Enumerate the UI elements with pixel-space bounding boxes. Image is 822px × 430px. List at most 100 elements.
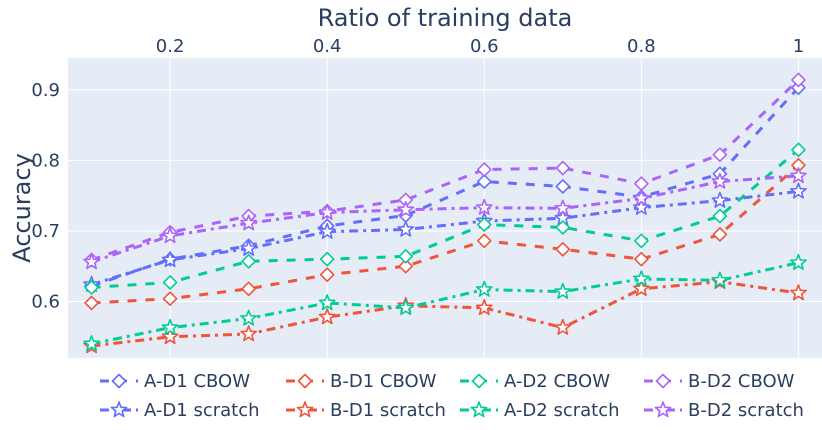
data-point-a-d2-scratch xyxy=(161,318,179,335)
data-point-b-d2-scratch xyxy=(318,203,336,220)
y-tick-label: 0.8 xyxy=(31,150,60,171)
data-point-a-d2-cbow xyxy=(791,142,806,158)
data-point-b-d1-cbow xyxy=(84,295,99,311)
data-point-b-d2-scratch xyxy=(240,214,258,231)
legend-label: B-D1 scratch xyxy=(330,400,446,421)
data-point-b-d1-scratch xyxy=(161,328,179,345)
legend-item-a-d2-cbow: A-D2 CBOW xyxy=(460,371,610,392)
series-line-b-d1-cbow xyxy=(91,164,800,305)
legend-marker xyxy=(654,401,672,418)
data-point-b-d1-cbow xyxy=(162,291,178,307)
data-point-a-d2-cbow xyxy=(241,253,256,269)
legend-label: B-D1 CBOW xyxy=(330,371,437,392)
data-point-a-d1-scratch xyxy=(240,239,258,256)
series-a-d2-scratch xyxy=(83,253,807,352)
data-point-a-d2-cbow xyxy=(555,220,571,235)
data-point-b-d1-cbow xyxy=(319,267,335,283)
data-point-b-d1-scratch xyxy=(632,280,650,297)
legend-label: A-D2 CBOW xyxy=(504,371,610,392)
series-a-d2-cbow xyxy=(84,142,806,295)
data-point-a-d1-scratch xyxy=(711,191,729,208)
series-b-d2-scratch xyxy=(83,167,807,270)
data-point-a-d1-cbow xyxy=(476,174,492,189)
data-point-a-d2-cbow xyxy=(476,217,492,232)
series-layer xyxy=(83,72,807,354)
data-point-b-d1-cbow xyxy=(398,258,414,274)
data-point-b-d2-cbow xyxy=(791,72,806,88)
data-point-b-d2-scratch xyxy=(790,167,807,184)
data-point-b-d1-scratch xyxy=(790,284,807,301)
series-line-b-d2-cbow xyxy=(91,78,800,262)
legend-label: B-D2 CBOW xyxy=(688,371,795,392)
legend-marker xyxy=(297,373,313,389)
data-point-a-d2-scratch xyxy=(475,280,493,297)
y-tick-label: 0.7 xyxy=(31,221,60,242)
x-axis-title: Ratio of training data xyxy=(318,4,573,32)
legend-label: A-D1 scratch xyxy=(144,400,260,421)
legend-marker xyxy=(470,401,488,418)
data-point-b-d1-scratch xyxy=(475,299,493,316)
data-point-a-d2-scratch xyxy=(240,309,258,326)
legend-marker xyxy=(655,373,671,389)
series-b-d1-cbow xyxy=(84,157,806,311)
data-point-a-d2-cbow xyxy=(319,251,335,267)
data-point-a-d2-scratch xyxy=(790,253,807,270)
series-line-b-d2-scratch xyxy=(91,174,799,264)
data-point-a-d2-cbow xyxy=(162,275,178,290)
data-point-b-d1-cbow xyxy=(712,227,728,242)
data-point-a-d2-scratch xyxy=(711,271,729,288)
y-axis-title: Accuracy xyxy=(8,153,36,263)
legend-item-a-d1-cbow: A-D1 CBOW xyxy=(100,371,250,392)
data-point-b-d1-scratch xyxy=(240,325,258,342)
data-point-b-d2-scratch xyxy=(554,199,572,216)
tick-labels: 0.2 0.4 0.6 0.8 1 0.6 0.7 0.8 0.9 xyxy=(31,36,804,313)
legend-label: A-D1 CBOW xyxy=(144,371,250,392)
data-point-a-d2-cbow xyxy=(84,280,99,295)
data-point-b-d2-scratch xyxy=(161,227,179,244)
data-point-b-d1-scratch xyxy=(318,308,336,325)
data-point-a-d1-cbow xyxy=(791,80,806,95)
data-point-a-d2-scratch xyxy=(554,282,572,299)
data-point-a-d2-scratch xyxy=(397,299,415,316)
data-point-a-d2-scratch xyxy=(318,294,336,311)
data-point-a-d1-scratch xyxy=(318,222,336,239)
legend-item-b-d1-cbow: B-D1 CBOW xyxy=(286,371,437,392)
legend-item-b-d1-scratch: B-D1 scratch xyxy=(286,400,446,421)
data-point-b-d1-cbow xyxy=(241,281,256,297)
data-point-a-d1-scratch xyxy=(632,198,650,215)
data-point-a-d1-scratch xyxy=(161,251,179,268)
data-point-b-d2-cbow xyxy=(476,162,492,177)
data-point-a-d1-scratch xyxy=(790,182,807,199)
data-point-b-d2-scratch xyxy=(632,189,650,206)
legend-marker xyxy=(111,373,127,389)
x-tick-label: 1 xyxy=(793,36,804,57)
legend-item-a-d1-scratch: A-D1 scratch xyxy=(100,400,260,421)
data-point-b-d1-cbow xyxy=(555,241,571,257)
series-line-a-d2-cbow xyxy=(91,148,800,289)
legend-marker xyxy=(471,373,487,389)
legend: A-D1 CBOW A-D1 scratch B-D1 CBOW B-D1 scrat… xyxy=(100,371,804,421)
x-tick-label: 0.4 xyxy=(313,36,342,57)
data-point-b-d2-scratch xyxy=(475,198,493,215)
data-point-a-d1-cbow xyxy=(555,179,571,194)
x-tick-label: 0.6 xyxy=(470,36,499,57)
data-point-a-d2-scratch xyxy=(632,270,650,287)
x-tick-label: 0.2 xyxy=(156,36,185,57)
series-line-b-d1-scratch xyxy=(91,280,799,348)
data-point-b-d1-cbow xyxy=(634,251,649,267)
series-b-d1-scratch xyxy=(83,272,807,354)
data-point-b-d2-scratch xyxy=(397,200,415,218)
data-point-a-d2-cbow xyxy=(634,233,649,249)
data-point-b-d1-cbow xyxy=(476,233,492,249)
legend-item-b-d2-scratch: B-D2 scratch xyxy=(644,400,804,421)
series-line-a-d1-scratch xyxy=(91,189,799,287)
y-tick-label: 0.9 xyxy=(31,80,60,101)
legend-label: B-D2 scratch xyxy=(688,400,804,421)
data-point-b-d1-scratch xyxy=(554,318,572,335)
data-point-a-d2-cbow xyxy=(712,208,728,224)
y-tick-label: 0.6 xyxy=(31,292,60,313)
data-point-b-d2-cbow xyxy=(555,160,571,176)
data-point-b-d2-scratch xyxy=(83,253,100,270)
